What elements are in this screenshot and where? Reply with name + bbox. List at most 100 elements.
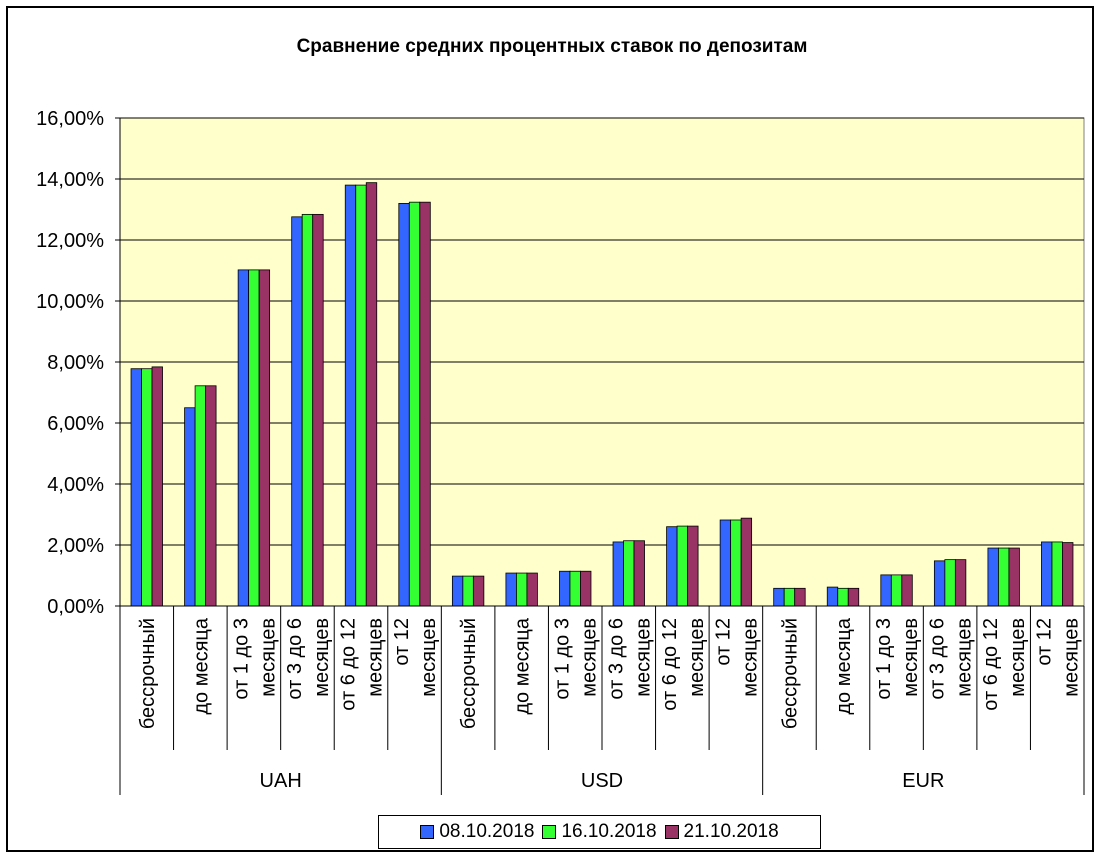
x-group-label: UAH: [260, 770, 302, 792]
y-tick-label: 12,00%: [36, 230, 104, 252]
bar: [506, 573, 516, 606]
bar: [452, 576, 463, 606]
x-category-label: месяцев: [1007, 618, 1029, 697]
bar: [784, 588, 795, 606]
bar: [688, 526, 699, 606]
bar: [345, 185, 356, 606]
x-category-label: от 3 до 6: [927, 618, 949, 700]
y-axis: 0,00%2,00%4,00%6,00%8,00%10,00%12,00%14,…: [36, 108, 120, 618]
bar: [473, 576, 484, 606]
x-category-label: бессрочный: [458, 618, 480, 729]
bar: [238, 270, 249, 606]
x-category-label: месяцев: [365, 618, 387, 697]
bar: [998, 548, 1009, 606]
bar: [249, 270, 260, 606]
bar: [838, 588, 849, 606]
x-category-label: до месяца: [190, 617, 212, 715]
bar: [720, 520, 731, 606]
bar: [827, 587, 838, 606]
bar: [142, 369, 153, 606]
x-category-label: месяцев: [632, 618, 654, 697]
bar: [259, 270, 270, 606]
legend: 08.10.2018 16.10.2018 21.10.2018: [378, 815, 821, 849]
x-category-label: месяцев: [900, 618, 922, 697]
y-tick-label: 16,00%: [36, 108, 104, 130]
bar: [667, 527, 678, 606]
bar: [634, 541, 645, 606]
x-group-label: USD: [581, 770, 623, 792]
bar: [580, 571, 591, 606]
bar: [313, 214, 324, 606]
y-tick-label: 4,00%: [47, 474, 104, 496]
bar: [848, 588, 859, 606]
x-category-label: месяцев: [686, 618, 708, 697]
bar: [624, 541, 635, 606]
bar: [1009, 548, 1020, 606]
legend-item: 08.10.2018: [420, 821, 534, 843]
bar: [613, 542, 624, 606]
legend-swatch: [665, 825, 679, 839]
y-tick-label: 0,00%: [47, 596, 104, 618]
bar: [902, 575, 913, 606]
bar: [292, 217, 303, 606]
bar: [206, 386, 217, 606]
bar: [677, 526, 688, 606]
x-category-label: бессрочный: [779, 618, 801, 729]
x-category-label: месяцев: [311, 618, 333, 697]
x-category-label: месяцев: [418, 618, 440, 697]
x-category-label: от 12: [1034, 618, 1056, 666]
legend-label: 08.10.2018: [439, 821, 534, 843]
y-tick-label: 8,00%: [47, 352, 104, 374]
bar: [934, 561, 945, 606]
legend-swatch: [542, 825, 556, 839]
bar: [195, 386, 206, 606]
x-category-label: до месяца: [833, 617, 855, 715]
bar: [731, 520, 742, 606]
bar: [527, 573, 538, 606]
x-category-label: от 3 до 6: [284, 618, 306, 700]
bar: [945, 560, 956, 606]
bar: [881, 575, 892, 606]
x-category-label: от 1 до 3: [873, 618, 895, 700]
bar: [891, 575, 902, 606]
x-category-label: месяцев: [257, 618, 279, 697]
y-tick-label: 14,00%: [36, 169, 104, 191]
legend-swatch: [420, 825, 434, 839]
x-category-label: от 12: [712, 618, 734, 666]
x-category-label: от 6 до 12: [659, 618, 681, 711]
bar: [1041, 542, 1052, 606]
bar: [131, 369, 142, 606]
x-group-label: EUR: [902, 770, 944, 792]
x-category-label: месяцев: [579, 618, 601, 697]
bar: [185, 408, 196, 606]
x-category-label: бессрочный: [137, 618, 159, 729]
bar: [988, 548, 999, 606]
x-category-label: от 1 до 3: [552, 618, 574, 700]
bar: [570, 571, 581, 606]
bar: [795, 588, 806, 606]
legend-item: 16.10.2018: [542, 821, 656, 843]
legend-label: 16.10.2018: [561, 821, 656, 843]
bar: [774, 588, 785, 606]
x-category-label: от 6 до 12: [980, 618, 1002, 711]
bar: [741, 518, 752, 606]
x-category-label: месяцев: [954, 618, 976, 697]
x-category-label: от 1 до 3: [230, 618, 252, 700]
x-category-label: от 6 до 12: [338, 618, 360, 711]
y-tick-label: 6,00%: [47, 413, 104, 435]
bar: [409, 202, 420, 606]
bar: [955, 560, 966, 606]
bar: [302, 214, 313, 606]
x-axis: бессрочный до месяца от 1 до 3 месяцев от 3 …: [120, 606, 1084, 795]
bar: [1052, 542, 1063, 606]
x-category-label: месяцев: [739, 618, 761, 697]
bar: [356, 185, 367, 606]
bar: [559, 571, 570, 606]
bar: [463, 576, 474, 606]
legend-item: 21.10.2018: [665, 821, 779, 843]
bar: [420, 202, 431, 606]
legend-label: 21.10.2018: [684, 821, 779, 843]
bar: [366, 183, 377, 606]
bar: [1062, 543, 1073, 606]
